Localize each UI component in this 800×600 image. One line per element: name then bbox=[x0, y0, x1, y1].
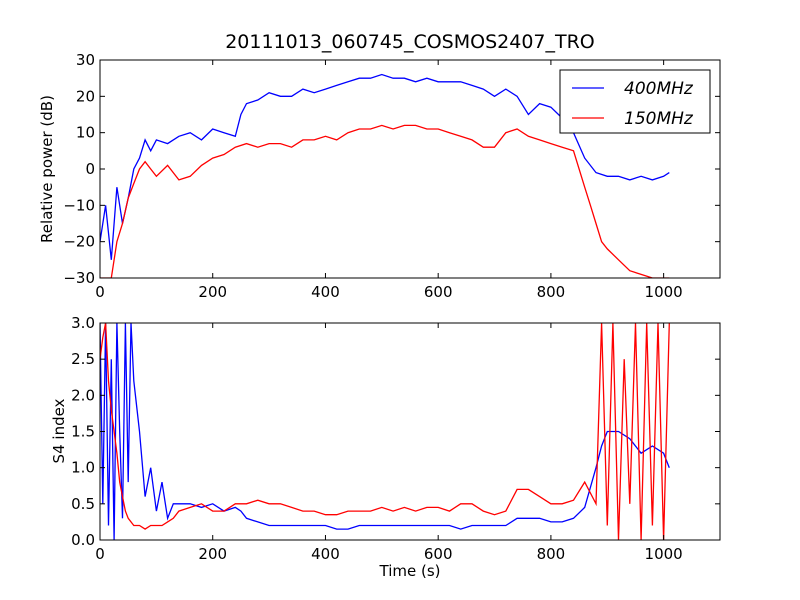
s4-series-400mhz bbox=[100, 323, 670, 540]
s4-x-tick-label: 1000 bbox=[645, 545, 683, 563]
power-series-150mhz bbox=[100, 124, 670, 278]
s4-x-tick-label: 0 bbox=[95, 545, 105, 563]
s4-y-tick-label: 0.5 bbox=[71, 495, 95, 513]
s4-x-tick-label: 200 bbox=[198, 545, 227, 563]
s4-y-tick-label: 1.5 bbox=[71, 423, 95, 441]
s4-y-axis-label: S4 index bbox=[50, 398, 68, 463]
power-x-tick-label: 1000 bbox=[645, 283, 683, 301]
power-y-tick-label: 20 bbox=[76, 87, 95, 105]
s4-x-tick-label: 600 bbox=[424, 545, 453, 563]
power-y-axis-label: Relative power (dB) bbox=[38, 95, 56, 243]
legend-label-150mhz: 150MHz bbox=[624, 109, 694, 129]
legend: 400MHz 150MHz bbox=[559, 69, 711, 134]
power-y-tick-label: −10 bbox=[63, 196, 95, 214]
power-x-tick-label: 0 bbox=[95, 283, 105, 301]
power-x-tick-label: 600 bbox=[424, 283, 453, 301]
power-y-tick-label: −30 bbox=[63, 269, 95, 287]
s4-y-tick-label: 2.5 bbox=[71, 350, 95, 368]
power-y-tick-label: 30 bbox=[76, 51, 95, 69]
s4-series-150mhz bbox=[100, 323, 670, 540]
power-y-tick-label: 10 bbox=[76, 124, 95, 142]
s4-panel: 0 200 400 600 800 1000 0.0 0.5 1.0 1.5 2.0 2.5 3.0 bbox=[71, 314, 721, 563]
time-x-axis-label: Time (s) bbox=[379, 562, 441, 580]
legend-label-400mhz: 400MHz bbox=[624, 79, 694, 99]
power-x-tick-label: 800 bbox=[537, 283, 566, 301]
s4-y-tick-label: 2.0 bbox=[71, 386, 95, 404]
chart-title: 20111013_060745_COSMOS2407_TRO bbox=[225, 31, 595, 53]
power-y-tick-label: −20 bbox=[63, 233, 95, 251]
legend-box bbox=[559, 69, 711, 134]
power-x-tick-label: 400 bbox=[311, 283, 340, 301]
s4-x-tick-label: 800 bbox=[537, 545, 566, 563]
s4-y-tick-label: 0.0 bbox=[71, 531, 95, 549]
s4-x-tick-label: 400 bbox=[311, 545, 340, 563]
power-y-tick-label: 0 bbox=[85, 160, 95, 178]
power-x-tick-label: 200 bbox=[198, 283, 227, 301]
s4-y-tick-label: 1.0 bbox=[71, 459, 95, 477]
power-panel: 0 200 400 600 800 1000 −30 −20 −10 0 10 20 30 bbox=[63, 51, 721, 301]
s4-y-tick-label: 3.0 bbox=[71, 314, 95, 332]
